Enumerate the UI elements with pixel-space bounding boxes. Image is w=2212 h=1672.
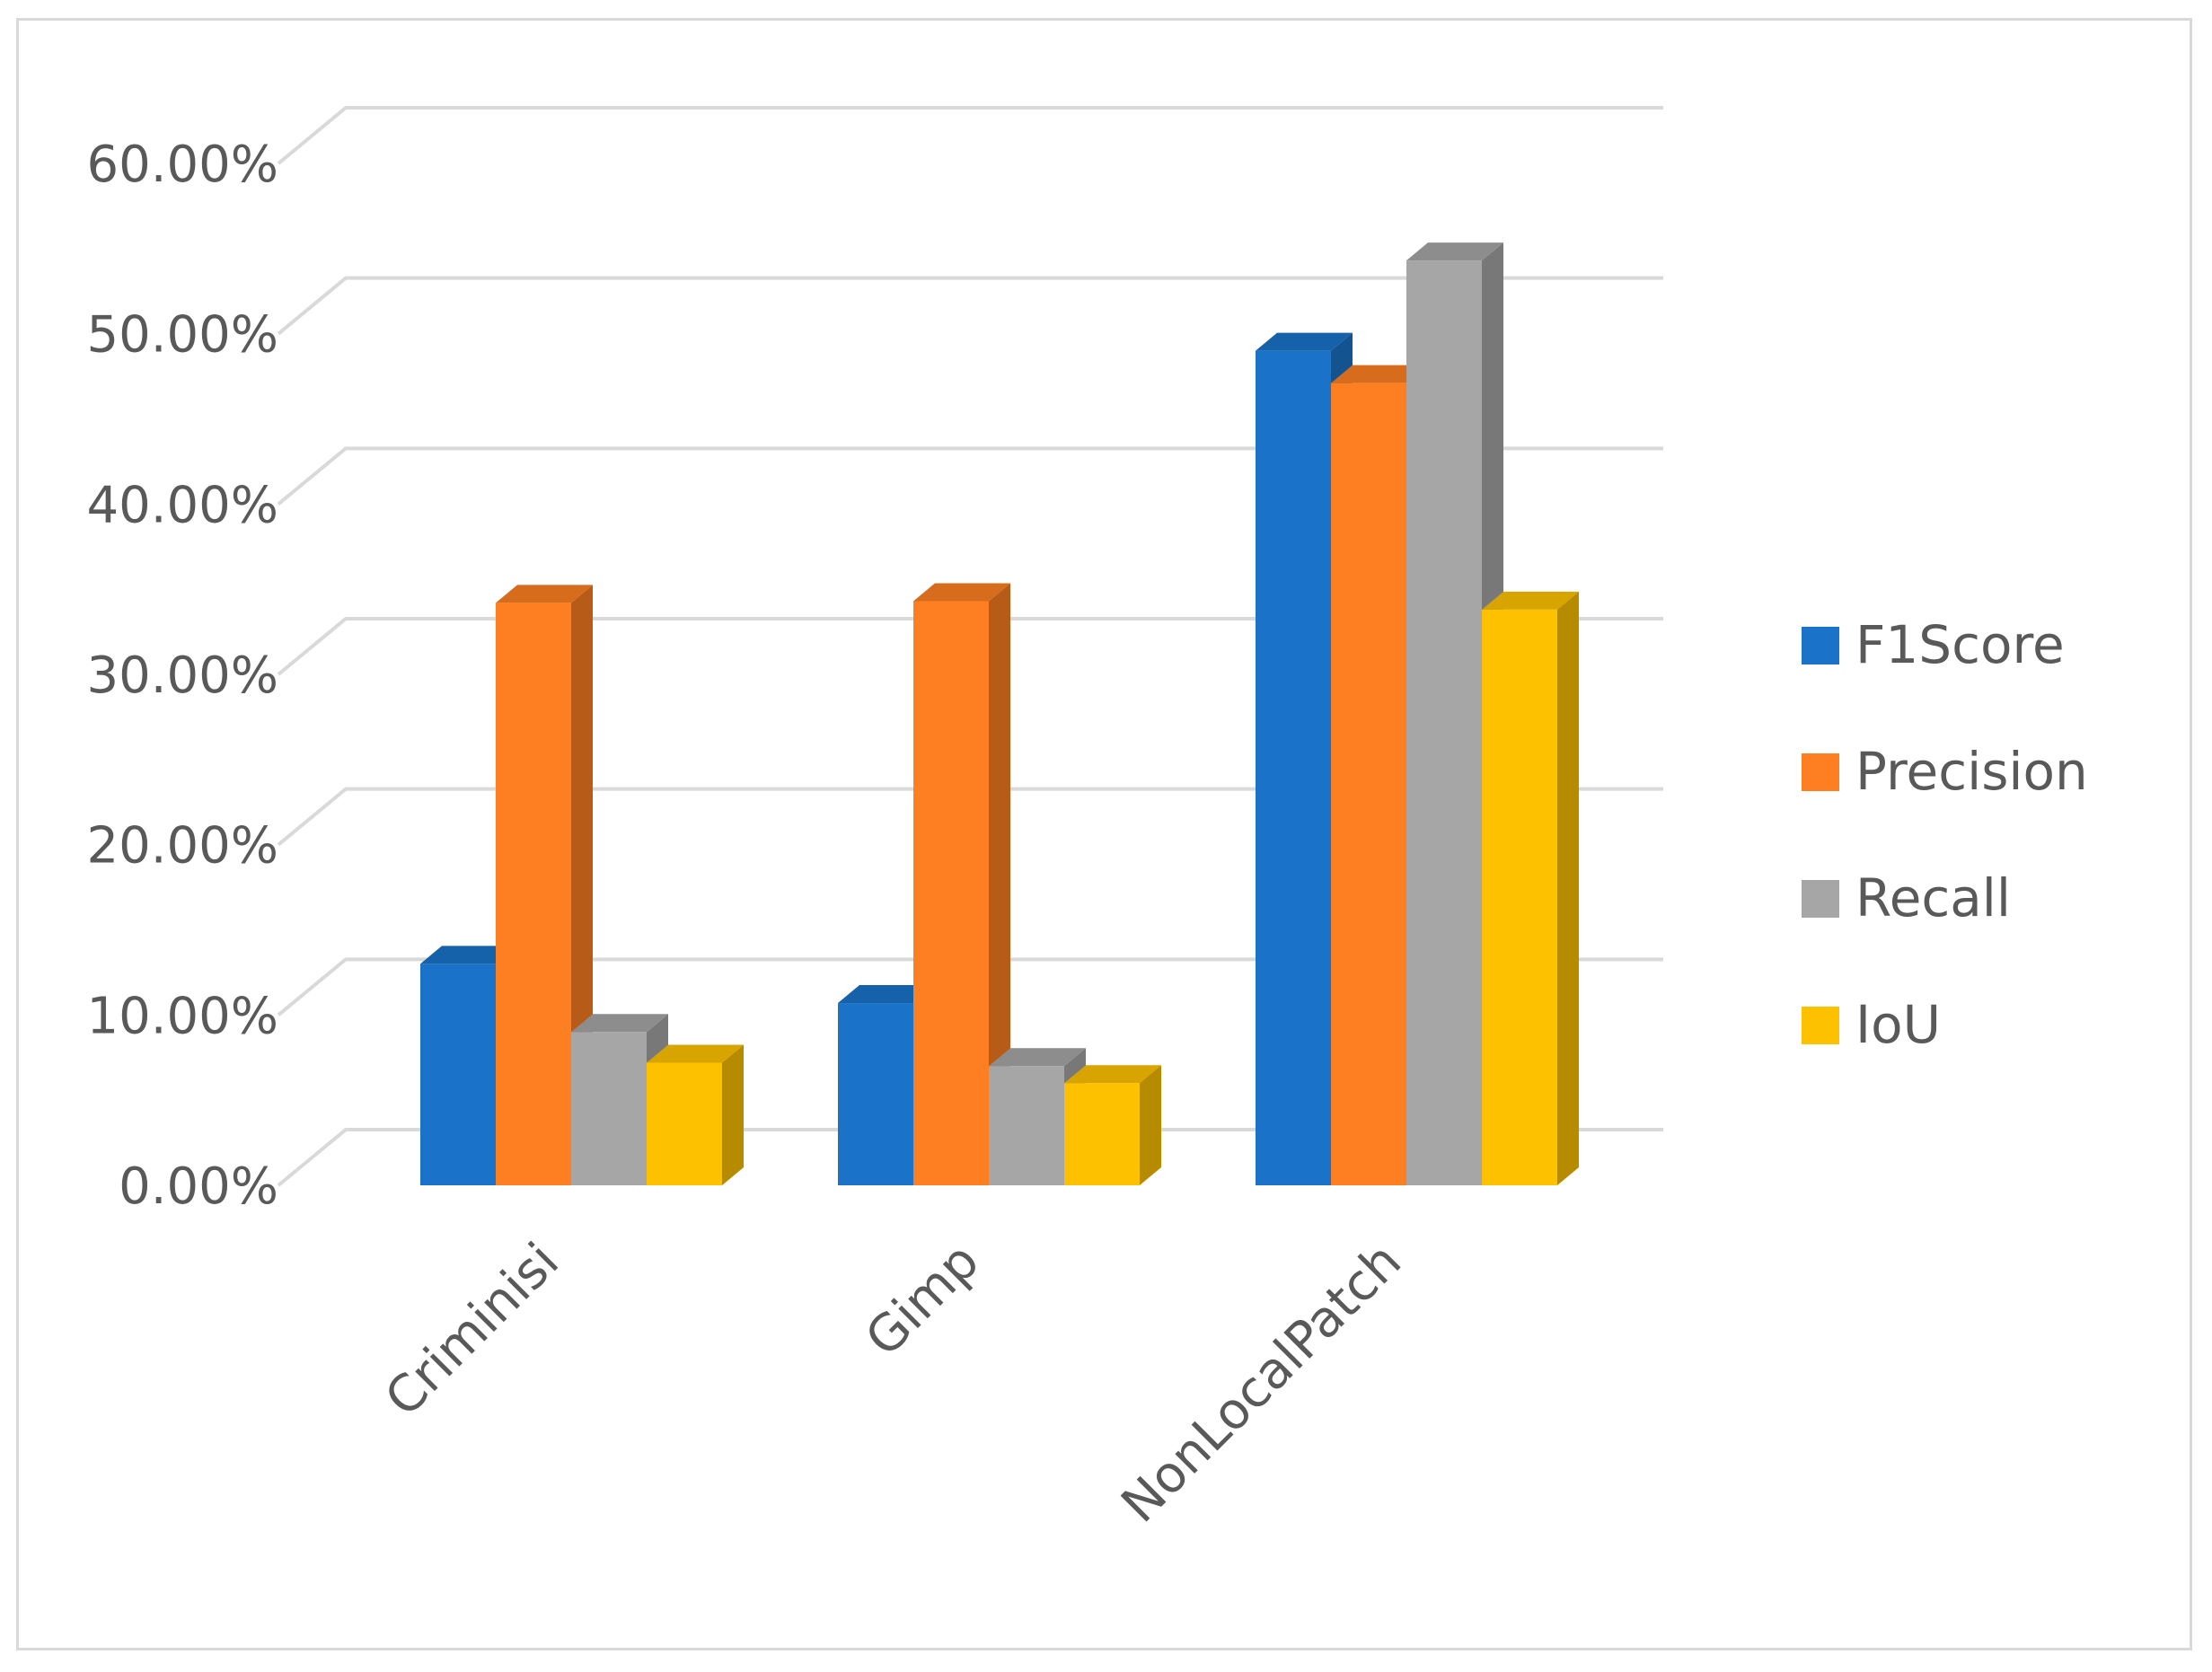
legend-item: Recall: [1802, 867, 2011, 928]
bar-front: [1064, 1083, 1140, 1185]
bar-front: [571, 1032, 647, 1185]
legend: F1Score Precision Recall IoU: [1802, 614, 2088, 1055]
bar-side: [722, 1044, 744, 1185]
x-axis-categories: Criminisi Gimp NonLocalPatch: [375, 1232, 1413, 1534]
bar-front: [1406, 260, 1482, 1185]
y-tick-label: 40.00%: [86, 476, 278, 534]
bar-top: [420, 946, 517, 964]
y-tick-label: 30.00%: [86, 647, 278, 705]
bar-front: [647, 1062, 722, 1185]
bar-group: [838, 583, 1161, 1185]
bar-group: [1256, 242, 1579, 1186]
bar-top: [1406, 242, 1503, 261]
y-tick-label: 60.00%: [86, 136, 278, 194]
legend-item: F1Score: [1802, 614, 2065, 675]
bar-top: [496, 585, 593, 603]
bar-top: [989, 1048, 1086, 1067]
legend-swatch: [1802, 627, 1839, 664]
bar-top: [913, 583, 1010, 602]
gridline: [277, 617, 1663, 676]
legend-label: Recall: [1855, 867, 2011, 928]
bar-side: [1557, 591, 1579, 1185]
legend-item: Precision: [1802, 741, 2088, 802]
bar-front: [420, 964, 496, 1185]
chart-frame: [16, 18, 2192, 1650]
bar-group: [420, 585, 744, 1185]
bar-top: [571, 1014, 668, 1033]
bar-front: [913, 601, 989, 1185]
gridlines: [277, 106, 1663, 1187]
legend-swatch: [1802, 1007, 1839, 1044]
gridline: [277, 1128, 1663, 1187]
bar-side: [1140, 1065, 1161, 1185]
legend-swatch: [1802, 880, 1839, 918]
legend-item: IoU: [1802, 994, 1941, 1055]
bar-side: [989, 583, 1010, 1185]
bar-iou: [1482, 591, 1579, 1185]
gridline: [277, 106, 1663, 165]
bar-front: [989, 1066, 1064, 1185]
gridline: [277, 276, 1663, 336]
bar-top: [647, 1044, 744, 1063]
category-label: NonLocalPatch: [1111, 1232, 1413, 1534]
bar-top: [1331, 365, 1428, 383]
bar-iou: [647, 1044, 744, 1185]
y-tick-label: 10.00%: [86, 987, 278, 1045]
gridline: [277, 957, 1663, 1016]
y-tick-label: 20.00%: [86, 817, 278, 876]
bar-top: [838, 985, 935, 1004]
gridline: [277, 787, 1663, 847]
bar-top: [1482, 591, 1579, 610]
bar-top: [1064, 1065, 1161, 1084]
bar-front: [838, 1003, 913, 1185]
bar-top: [1256, 332, 1353, 351]
category-label: Criminisi: [375, 1232, 570, 1428]
legend-label: IoU: [1855, 994, 1941, 1055]
legend-swatch: [1802, 753, 1839, 791]
bar-front: [496, 603, 571, 1185]
bar-front: [1482, 609, 1557, 1185]
legend-label: F1Score: [1855, 614, 2065, 675]
y-axis-ticks: 0.00% 10.00% 20.00% 30.00% 40.00% 50.00% 60.00…: [86, 136, 278, 1216]
bar-precision: [913, 583, 1010, 1185]
gridline: [277, 446, 1663, 506]
legend-label: Precision: [1855, 741, 2088, 802]
bar-front: [1331, 383, 1406, 1185]
y-tick-label: 0.00%: [119, 1157, 278, 1216]
bars: [420, 242, 1579, 1186]
category-label: Gimp: [855, 1232, 991, 1368]
y-tick-label: 50.00%: [86, 306, 278, 365]
bar-iou: [1064, 1065, 1161, 1185]
bar-front: [1256, 350, 1331, 1186]
